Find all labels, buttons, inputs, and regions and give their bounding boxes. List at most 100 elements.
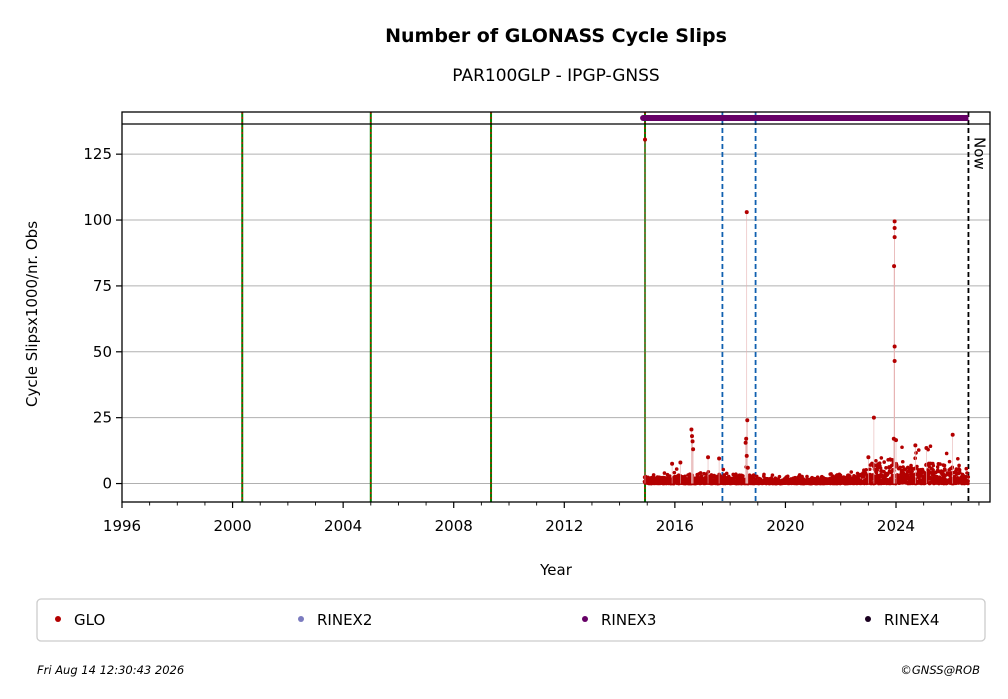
glo-point: [747, 473, 752, 478]
glo-point: [667, 474, 672, 478]
glo-point: [754, 474, 759, 479]
glo-point: [895, 463, 899, 468]
glo-outlier-point: [745, 418, 750, 423]
glo-point: [943, 468, 947, 472]
legend-label-rinex3: RINEX3: [601, 611, 656, 629]
glo-point: [731, 472, 735, 477]
x-axis-ticks: 1996 2000 2004 2008 2012 2016 2020 2024: [103, 502, 980, 535]
glo-point: [770, 473, 775, 477]
now-label: Now: [970, 137, 988, 170]
glo-outlier-point: [744, 210, 749, 215]
glo-point: [874, 458, 878, 463]
y-tick-label: 100: [83, 211, 112, 229]
glo-point: [964, 466, 969, 471]
glo-point: [966, 481, 970, 486]
glo-point: [877, 461, 882, 465]
glo-point: [890, 457, 895, 462]
glo-outlier-point: [892, 235, 897, 240]
legend-marker-glo: [55, 616, 61, 622]
legend-label-glo: GLO: [74, 611, 105, 629]
glo-point: [935, 465, 940, 469]
glo-outlier-point: [717, 456, 722, 461]
glo-outlier-point: [743, 440, 748, 445]
glo-point: [900, 445, 904, 450]
glo-outlier-point: [690, 439, 695, 444]
glo-point: [965, 471, 969, 475]
glo-point: [699, 474, 704, 479]
glo-point: [916, 448, 921, 452]
glo-point: [868, 467, 872, 472]
glo-point: [706, 470, 711, 474]
glo-outlier-point: [744, 436, 749, 441]
glo-point: [886, 471, 890, 476]
glo-point: [957, 463, 961, 468]
x-tick-label: 2004: [324, 517, 362, 535]
footer-timestamp: Fri Aug 14 12:30:43 2026: [37, 663, 184, 677]
event-lines: [241, 112, 970, 502]
glo-point: [950, 465, 955, 470]
glo-outlier-point: [913, 443, 918, 448]
x-tick-label: 1996: [103, 517, 141, 535]
glo-outlier-point: [892, 359, 897, 364]
glo-outlier-point: [691, 447, 696, 452]
glo-point: [751, 473, 756, 477]
x-tick-label: 2016: [656, 517, 694, 535]
glo-outlier-point: [924, 445, 929, 450]
glo-point: [957, 468, 962, 472]
x-tick-label: 2012: [545, 517, 583, 535]
glo-points: [642, 137, 971, 486]
glo-outlier-point: [892, 219, 897, 224]
glo-point: [884, 466, 888, 470]
glo-point: [861, 474, 866, 479]
x-axis-label: Year: [539, 561, 573, 579]
glo-point: [931, 463, 936, 468]
x-tick-label: 2000: [213, 517, 251, 535]
glo-point: [698, 471, 703, 475]
glo-point: [696, 475, 701, 480]
glo-outlier-point: [871, 415, 876, 420]
glo-outlier-point: [670, 461, 675, 466]
glo-point: [762, 472, 766, 477]
glo-point: [958, 470, 962, 475]
glo-outlier-point: [866, 455, 871, 460]
glo-outlier-point: [950, 432, 955, 437]
glo-point: [702, 471, 706, 476]
x-tick-label: 2020: [766, 517, 804, 535]
glo-point: [785, 474, 790, 479]
glo-point: [914, 451, 918, 455]
footer-credit: ©GNSS@ROB: [900, 663, 980, 677]
glo-point: [864, 467, 868, 472]
glo-outlier-point: [745, 465, 750, 470]
chart-subtitle: PAR100GLP - IPGP-GNSS: [452, 66, 659, 86]
y-tick-label: 25: [93, 409, 112, 427]
glo-outlier-point: [744, 453, 749, 458]
legend-label-rinex4: RINEX4: [884, 611, 939, 629]
glo-outlier-point: [643, 137, 648, 142]
glo-point: [938, 462, 942, 466]
glo-point: [910, 469, 914, 474]
glo-point: [956, 456, 960, 461]
y-axis-label: Cycle Slipsx1000/nr. Obs: [23, 221, 41, 407]
glo-point: [898, 465, 902, 470]
y-tick-label: 125: [83, 145, 112, 163]
glo-point: [721, 467, 726, 472]
glo-point: [724, 471, 729, 476]
legend-marker-rinex3: [582, 616, 588, 622]
legend-marker-rinex4: [865, 616, 871, 622]
glo-point: [741, 474, 745, 478]
x-tick-label: 2008: [435, 517, 473, 535]
y-tick-label: 0: [102, 475, 112, 493]
glo-point: [901, 465, 905, 469]
glo-outlier-point: [689, 427, 694, 432]
rinex-band: [122, 115, 990, 125]
glo-point: [849, 470, 854, 474]
glo-outlier-point: [894, 438, 899, 443]
glo-outlier-point: [690, 434, 695, 439]
glo-point: [674, 467, 679, 471]
rinex3-bar-start-marker: [640, 115, 647, 121]
glo-point: [889, 463, 894, 468]
glo-point: [848, 474, 852, 478]
glo-point: [931, 468, 935, 472]
glo-point: [928, 444, 933, 449]
